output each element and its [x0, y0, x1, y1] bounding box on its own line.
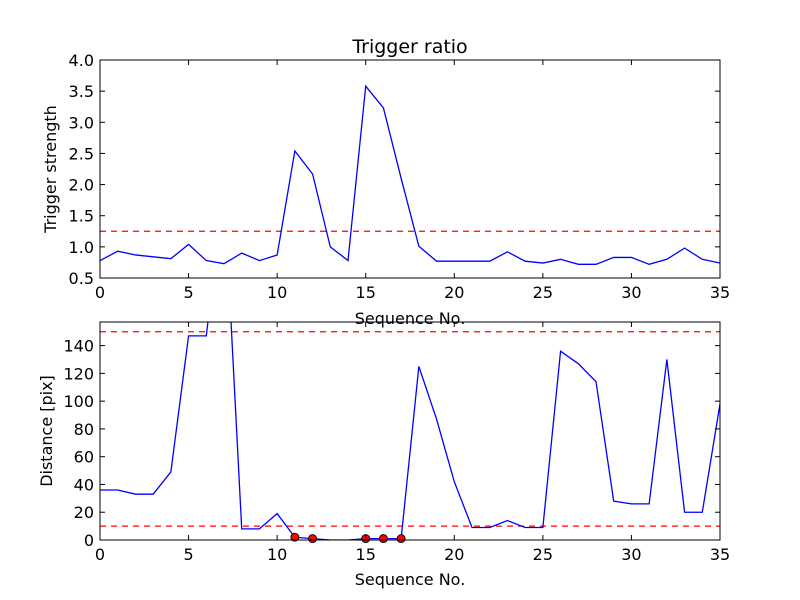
- trigger-y-tick-label: 4.0: [69, 51, 94, 70]
- distance-plot-frame: [99, 321, 721, 541]
- distance-x-tick-label: 30: [621, 545, 641, 564]
- trigger-x-tick-label: 25: [533, 283, 553, 302]
- distance-x-tick-label: 35: [710, 545, 730, 564]
- trigger-x-tick-label: 5: [183, 283, 193, 302]
- trigger-x-tick-label: 15: [356, 283, 376, 302]
- trigger-x-tick-label: 35: [710, 283, 730, 302]
- trigger-y-tick-label: 2.0: [69, 176, 94, 195]
- chart-title: Trigger ratio: [351, 36, 467, 58]
- trigger-y-axis-label: Trigger strength: [41, 105, 60, 234]
- trigger-series: [100, 84, 720, 265]
- distance-series-line: [100, 322, 720, 540]
- distance-plot: 0 5 10 15 20 25 30 35 0 20 40 60 80 100 120 140 Sequen…: [37, 321, 730, 589]
- distance-x-tick-label: 5: [183, 545, 193, 564]
- trigger-x-tick-label: 30: [621, 283, 641, 302]
- distance-x-axis-label: Sequence No.: [355, 570, 466, 589]
- distance-y-tick-label: 0: [84, 531, 94, 550]
- distance-x-tick-label: 20: [444, 545, 464, 564]
- trigger-y-ticks: 0.5 1.0 1.5 2.0 2.5 3.0 3.5 4.0: [69, 51, 720, 288]
- trigger-y-tick-label: 1.0: [69, 238, 94, 257]
- distance-y-axis-label: Distance [pix]: [37, 375, 56, 487]
- distance-marker-point: [308, 534, 318, 544]
- trigger-y-tick-label: 2.5: [69, 144, 94, 163]
- distance-y-tick-label: 140: [63, 337, 94, 356]
- trigger-x-tick-label: 20: [444, 283, 464, 302]
- distance-y-tick-label: 100: [63, 392, 94, 411]
- distance-y-tick-label: 40: [74, 475, 94, 494]
- distance-x-tick-label: 10: [267, 545, 287, 564]
- trigger-x-tick-label: 10: [267, 283, 287, 302]
- trigger-y-tick-label: 3.0: [69, 113, 94, 132]
- distance-x-tick-label: 25: [533, 545, 553, 564]
- distance-x-ticks: 0 5 10 15 20 25 30 35: [95, 322, 730, 564]
- distance-x-tick-label: 15: [356, 545, 376, 564]
- distance-series: [100, 322, 720, 540]
- distance-y-ticks: 0 20 40 60 80 100 120 140: [63, 337, 720, 550]
- distance-x-tick-label: 0: [95, 545, 105, 564]
- trigger-y-tick-label: 3.5: [69, 82, 94, 101]
- distance-y-tick-label: 60: [74, 448, 94, 467]
- trigger-series-line: [100, 84, 720, 265]
- distance-marker-point: [396, 534, 406, 544]
- trigger-ratio-plot: Trigger ratio 0 5 10 15 20 25 30 35 0.5 1.0 1.5 2.…: [41, 36, 730, 328]
- distance-y-tick-label: 80: [74, 420, 94, 439]
- distance-y-tick-label: 120: [63, 364, 94, 383]
- trigger-y-tick-label: 1.5: [69, 207, 94, 226]
- trigger-y-tick-label: 0.5: [69, 269, 94, 288]
- trigger-x-ticks: 0 5 10 15 20 25 30 35: [95, 60, 730, 302]
- distance-marker-point: [290, 532, 300, 542]
- trigger-plot-frame: [99, 59, 721, 279]
- trigger-x-tick-label: 0: [95, 283, 105, 302]
- distance-y-tick-label: 20: [74, 503, 94, 522]
- distance-marker-point: [378, 534, 388, 544]
- distance-threshold-lines: [100, 331, 720, 527]
- trigger-x-axis-label: Sequence No.: [355, 309, 466, 328]
